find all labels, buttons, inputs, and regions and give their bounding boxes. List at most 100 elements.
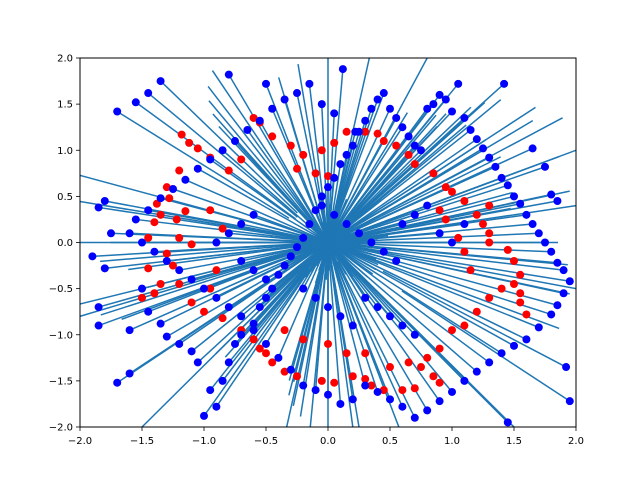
- blue-point: [262, 339, 270, 348]
- blue-point: [336, 312, 345, 321]
- blue-point: [528, 220, 537, 229]
- blue-point: [193, 164, 202, 173]
- red-point: [138, 293, 146, 302]
- red-point: [435, 344, 444, 353]
- red-point: [169, 261, 177, 270]
- blue-point: [386, 395, 394, 404]
- blue-point: [497, 173, 506, 182]
- connector-line: [259, 106, 472, 308]
- red-point: [435, 206, 444, 215]
- blue-point: [503, 181, 512, 190]
- blue-point: [324, 303, 332, 312]
- red-point: [367, 381, 376, 390]
- blue-point: [392, 113, 401, 122]
- red-point: [293, 372, 301, 381]
- blue-point: [500, 79, 509, 88]
- blue-point: [565, 277, 574, 286]
- blue-point: [218, 376, 227, 385]
- x-tick-label: −1.5: [130, 436, 154, 447]
- y-tick-label: 0.5: [57, 192, 73, 203]
- connector-line: [215, 257, 319, 408]
- connector-line: [327, 69, 344, 236]
- blue-point: [398, 220, 407, 229]
- blue-point: [131, 215, 140, 224]
- blue-point: [510, 341, 518, 350]
- red-point: [324, 172, 332, 181]
- blue-point: [125, 229, 134, 238]
- connector-line: [341, 247, 540, 329]
- blue-point: [410, 210, 419, 219]
- red-point: [485, 238, 494, 247]
- blue-point: [144, 206, 153, 215]
- red-point: [144, 264, 153, 273]
- red-point: [423, 353, 432, 362]
- blue-point: [100, 196, 109, 205]
- connector-lines: [80, 58, 576, 427]
- blue-point: [324, 390, 332, 399]
- blue-point: [351, 127, 360, 136]
- red-point: [299, 150, 308, 159]
- blue-point: [243, 125, 252, 134]
- blue-point: [274, 353, 283, 362]
- connector-line: [222, 149, 369, 278]
- red-point: [448, 326, 456, 335]
- red-point: [466, 266, 475, 275]
- blue-point: [200, 284, 208, 293]
- blue-point: [187, 275, 196, 284]
- blue-point: [367, 238, 376, 247]
- red-point: [172, 215, 181, 224]
- red-point: [472, 307, 481, 316]
- red-point: [187, 240, 196, 249]
- red-point: [165, 194, 174, 203]
- connector-line: [382, 270, 567, 368]
- red-point: [448, 187, 456, 196]
- blue-point: [448, 387, 456, 396]
- connector-line: [265, 119, 534, 281]
- blue-point: [553, 196, 562, 205]
- red-point: [330, 378, 339, 387]
- connector-line: [253, 214, 560, 330]
- red-point: [150, 218, 159, 227]
- red-point: [200, 307, 208, 316]
- blue-point: [200, 411, 208, 420]
- blue-point: [317, 100, 326, 109]
- connector-line: [277, 198, 348, 359]
- y-tick-label: −2.0: [49, 423, 73, 434]
- red-point: [373, 129, 382, 138]
- blue-point: [398, 321, 407, 330]
- blue-point: [435, 397, 444, 406]
- blue-point: [330, 210, 339, 219]
- blue-point: [193, 358, 202, 367]
- blue-point: [503, 418, 512, 427]
- blue-point: [373, 387, 382, 396]
- red-point: [280, 367, 289, 376]
- connector-line: [135, 101, 297, 220]
- connector-line: [240, 124, 467, 317]
- y-tick-label: 1.0: [57, 146, 73, 157]
- blue-point: [338, 65, 347, 74]
- blue-point: [373, 95, 382, 104]
- red-point: [516, 270, 525, 279]
- connector-line: [147, 92, 298, 218]
- red-point: [177, 130, 186, 139]
- red-point: [262, 349, 270, 358]
- blue-point: [379, 247, 388, 256]
- blue-point: [181, 175, 190, 184]
- blue-point: [212, 238, 221, 247]
- y-tick-label: −1.0: [49, 330, 73, 341]
- red-point: [485, 201, 494, 210]
- blue-point: [162, 332, 171, 341]
- connector-line: [308, 83, 330, 250]
- red-point: [206, 284, 215, 293]
- red-point: [181, 207, 190, 216]
- connector-line: [314, 58, 371, 299]
- blue-point: [218, 146, 227, 155]
- blue-point: [398, 402, 407, 411]
- connector-line: [116, 110, 290, 219]
- blue-point: [330, 109, 339, 118]
- blue-point: [355, 229, 363, 238]
- red-point: [280, 326, 289, 335]
- blue-point: [324, 183, 332, 192]
- red-point: [485, 293, 494, 302]
- blue-point: [100, 264, 109, 273]
